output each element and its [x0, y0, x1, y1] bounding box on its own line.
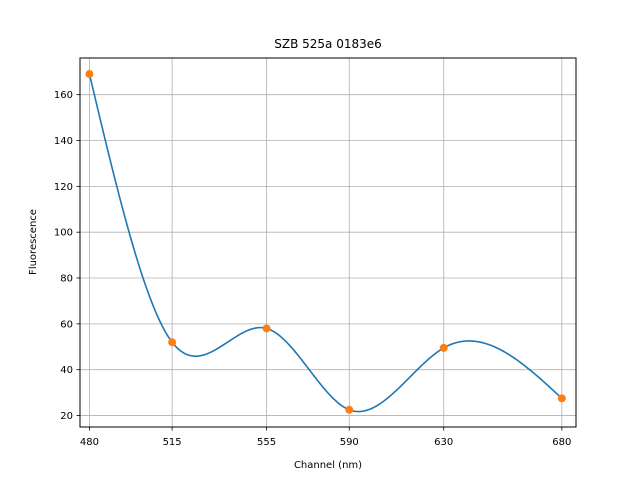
data-point: [85, 70, 94, 79]
x-tick-label: 590: [340, 437, 359, 448]
series-curve: [88, 73, 563, 413]
x-tick-label: 480: [80, 437, 99, 448]
x-axis-ticks: 480 515 555 590 630 680: [80, 427, 571, 448]
data-point: [557, 394, 566, 403]
y-tick-label: 40: [60, 365, 73, 376]
y-axis-label: Fluorescence: [28, 209, 39, 275]
y-tick-label: 60: [60, 319, 73, 330]
chart-title: SZB 525a 0183e6: [274, 37, 382, 51]
y-tick-label: 160: [54, 90, 73, 101]
grid-lines: [80, 58, 576, 427]
plot-frame: [79, 57, 577, 428]
data-point: [439, 343, 448, 352]
x-tick-label: 680: [552, 437, 571, 448]
y-tick-label: 20: [60, 411, 73, 422]
y-tick-label: 140: [54, 136, 73, 147]
data-points: [85, 70, 566, 414]
data-point: [262, 324, 271, 333]
y-tick-label: 80: [60, 274, 73, 285]
data-point: [345, 405, 354, 414]
x-tick-label: 630: [434, 437, 453, 448]
y-tick-label: 120: [54, 182, 73, 193]
data-point: [168, 338, 177, 347]
y-tick-label: 100: [54, 228, 73, 239]
x-tick-label: 515: [163, 437, 182, 448]
y-axis-ticks: 20 40 60 80 100 120 140 160: [54, 90, 80, 422]
x-tick-label: 555: [257, 437, 276, 448]
x-axis-label: Channel (nm): [294, 460, 362, 471]
